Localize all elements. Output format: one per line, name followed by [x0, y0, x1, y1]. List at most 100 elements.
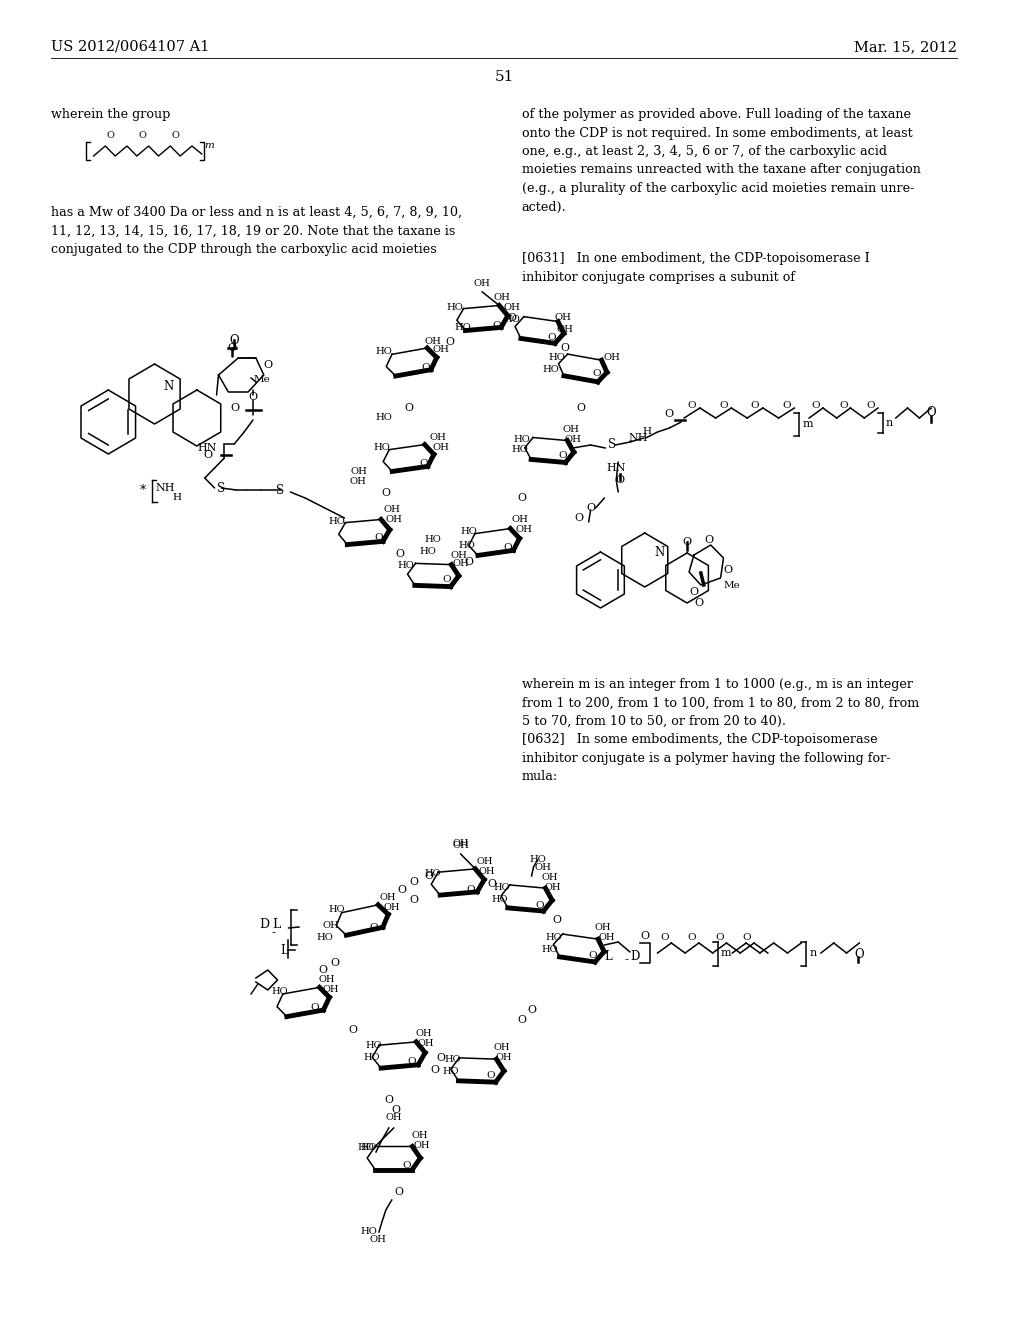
Text: OH: OH [413, 1142, 429, 1151]
Text: N: N [163, 380, 173, 393]
Text: S: S [608, 438, 616, 451]
Text: OH: OH [411, 1131, 428, 1140]
Text: OH: OH [504, 304, 520, 313]
Text: O: O [391, 1105, 400, 1115]
Text: HO: HO [504, 315, 520, 325]
Text: OH: OH [594, 924, 610, 932]
Text: OH: OH [598, 933, 614, 942]
Text: O: O [536, 900, 544, 909]
Text: Mar. 15, 2012: Mar. 15, 2012 [854, 40, 956, 54]
Text: US 2012/0064107 A1: US 2012/0064107 A1 [51, 40, 210, 54]
Text: O: O [493, 321, 502, 330]
Text: OH: OH [557, 326, 573, 334]
Text: HO: HO [364, 1053, 380, 1063]
Text: O: O [751, 400, 760, 409]
Text: HO: HO [425, 869, 441, 878]
Text: HO: HO [360, 1143, 378, 1152]
Text: O: O [660, 933, 669, 942]
Text: HO: HO [420, 548, 436, 557]
Text: HO: HO [545, 933, 561, 942]
Text: *: * [139, 484, 145, 498]
Text: O: O [689, 587, 698, 597]
Text: OH: OH [425, 338, 441, 346]
Text: OH: OH [453, 840, 469, 849]
Text: HO: HO [543, 366, 560, 375]
Text: HO: HO [541, 945, 557, 954]
Text: D: D [630, 949, 640, 962]
Text: NH: NH [628, 433, 647, 444]
Text: OH: OH [384, 903, 400, 912]
Text: O: O [507, 313, 516, 323]
Text: OH: OH [370, 1236, 386, 1245]
Text: OH: OH [453, 842, 469, 850]
Text: OH: OH [545, 883, 561, 891]
Text: Me: Me [724, 581, 740, 590]
Text: HO: HO [329, 517, 345, 527]
Text: OH: OH [541, 874, 557, 883]
Text: HO: HO [458, 540, 475, 549]
Text: HN: HN [197, 444, 216, 453]
Text: O: O [517, 1015, 526, 1026]
Text: HO: HO [444, 1056, 461, 1064]
Text: S: S [276, 483, 285, 496]
Text: OH: OH [494, 293, 510, 302]
Text: O: O [547, 333, 556, 342]
Text: O: O [397, 884, 407, 895]
Text: NH: NH [156, 483, 175, 492]
Text: O: O [442, 576, 452, 585]
Text: HO: HO [360, 1228, 378, 1237]
Text: H: H [173, 494, 181, 503]
Text: HO: HO [271, 987, 288, 997]
Text: HO: HO [376, 347, 392, 356]
Text: O: O [106, 131, 115, 140]
Text: O: O [408, 1057, 416, 1067]
Text: wherein m is an integer from 1 to 1000 (e.g., m is an integer
from 1 to 200, fro: wherein m is an integer from 1 to 1000 (… [521, 678, 919, 784]
Text: O: O [559, 451, 567, 461]
Text: O: O [436, 1053, 445, 1063]
Text: OH: OH [474, 279, 490, 288]
Text: has a Mw of 3400 Da or less and n is at least 4, 5, 6, 7, 8, 9, 10,
11, 12, 13, : has a Mw of 3400 Da or less and n is at … [51, 206, 462, 256]
Text: O: O [688, 400, 696, 409]
Text: OH: OH [535, 863, 552, 873]
Text: OH: OH [494, 1044, 510, 1052]
Text: n: n [809, 948, 816, 958]
Text: O: O [724, 565, 733, 576]
Text: O: O [719, 400, 728, 409]
Text: HO: HO [316, 933, 333, 942]
Text: m: m [721, 948, 731, 958]
Text: O: O [615, 475, 625, 484]
Text: m: m [802, 418, 813, 429]
Text: OH: OH [496, 1053, 512, 1063]
Text: HO: HO [357, 1143, 375, 1152]
Text: of the polymer as provided above. Full loading of the taxane
onto the CDP is not: of the polymer as provided above. Full l… [521, 108, 921, 214]
Text: O: O [574, 513, 584, 523]
Text: O: O [229, 334, 239, 346]
Text: O: O [404, 403, 413, 413]
Text: OH: OH [418, 1039, 434, 1048]
Text: OH: OH [478, 867, 495, 876]
Text: HO: HO [529, 855, 546, 865]
Text: OH: OH [515, 525, 532, 535]
Text: O: O [249, 392, 258, 403]
Text: m: m [205, 141, 215, 150]
Text: O: O [395, 549, 404, 558]
Text: OH: OH [323, 986, 339, 994]
Text: HO: HO [329, 906, 345, 915]
Text: O: O [560, 343, 569, 352]
Text: OH: OH [476, 858, 493, 866]
Text: O: O [588, 950, 597, 960]
Text: HO: HO [513, 436, 530, 445]
Text: O: O [375, 533, 383, 543]
Text: O: O [318, 965, 328, 975]
Text: HO: HO [446, 304, 463, 313]
Text: wherein the group: wherein the group [51, 108, 171, 121]
Text: O: O [577, 403, 586, 413]
Text: OH: OH [323, 921, 339, 931]
Text: HO: HO [492, 895, 508, 904]
Text: O: O [430, 1065, 439, 1074]
Text: HO: HO [374, 444, 390, 453]
Text: [0631]   In one embodiment, the CDP-topoisomerase I
inhibitor conjugate comprise: [0631] In one embodiment, the CDP-topois… [521, 252, 869, 284]
Text: HN: HN [606, 463, 626, 473]
Text: L: L [272, 917, 281, 931]
Text: -: - [271, 927, 275, 940]
